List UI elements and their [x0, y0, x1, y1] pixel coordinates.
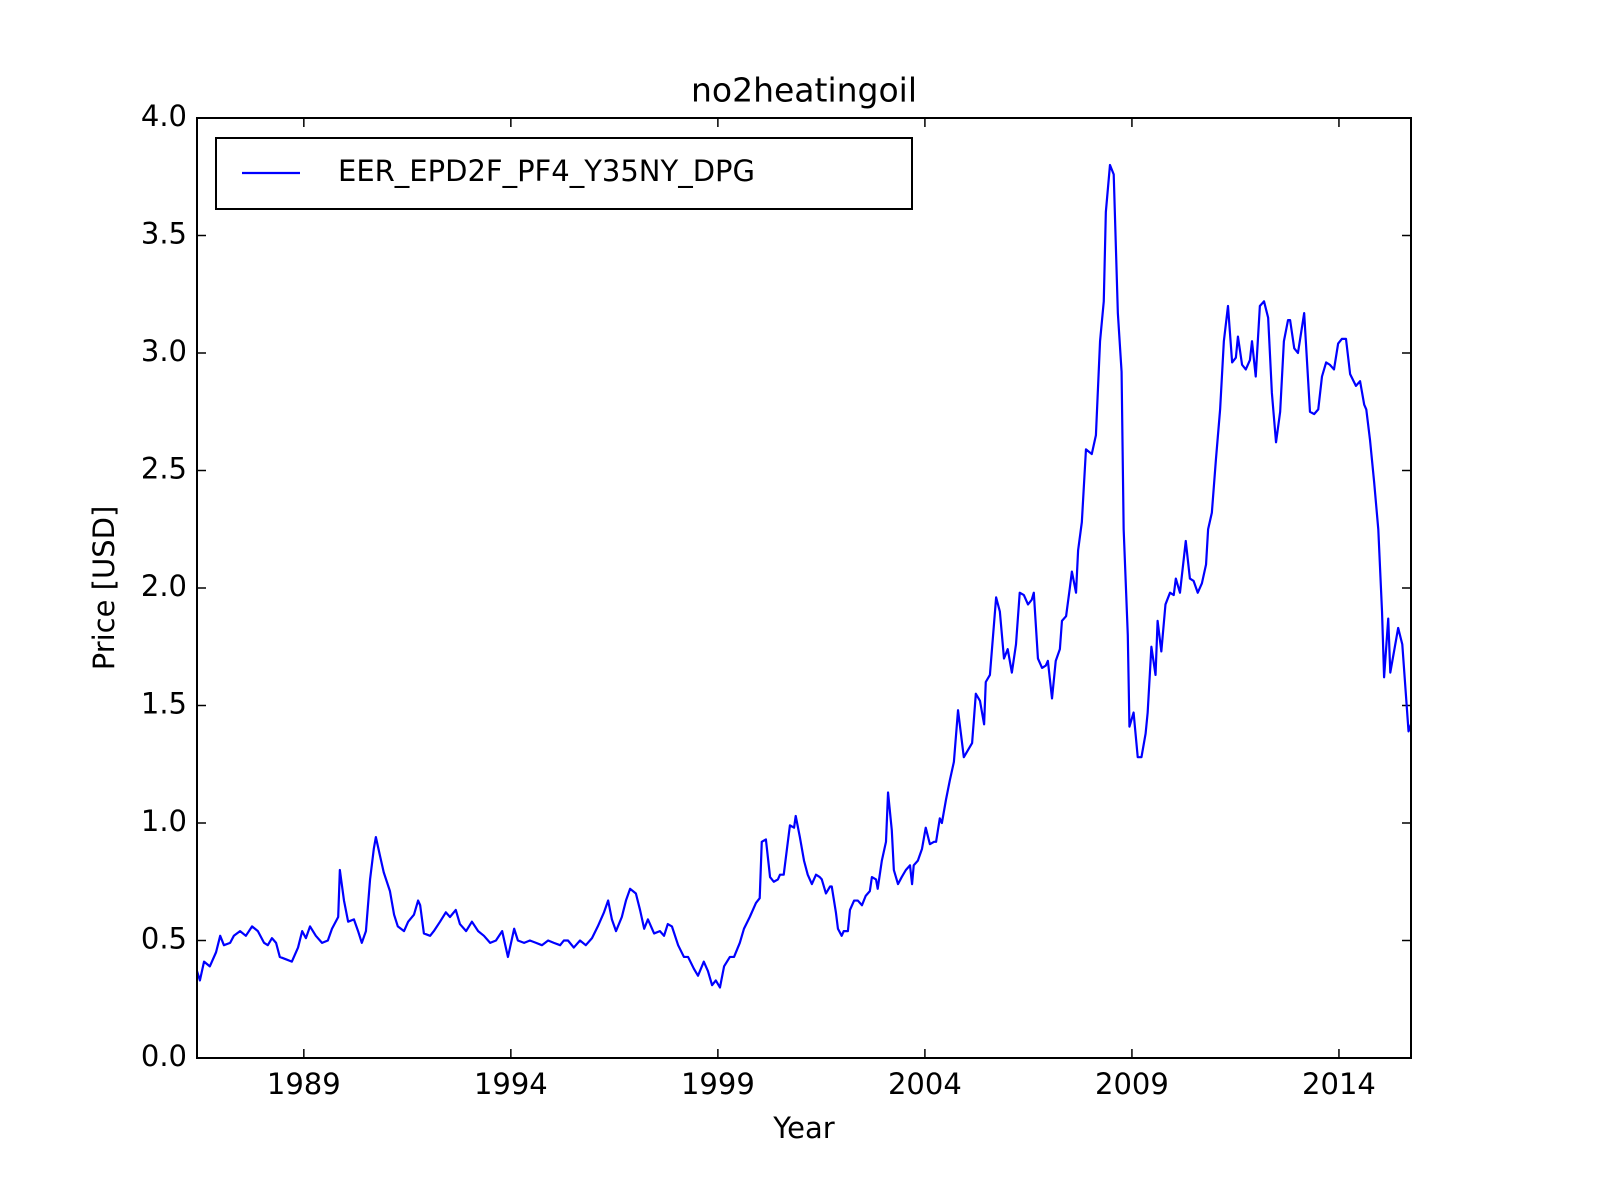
y-tick-label: 0.5 — [141, 922, 187, 956]
y-axis-label: Price [USD] — [87, 506, 121, 671]
y-tick-label: 3.0 — [141, 334, 187, 368]
y-tick-label: 0.0 — [141, 1039, 187, 1073]
legend-box — [215, 137, 913, 210]
legend-label: EER_EPD2F_PF4_Y35NY_DPG — [338, 154, 755, 188]
y-tick-label: 2.0 — [141, 569, 187, 603]
x-axis-label: Year — [772, 1111, 834, 1145]
y-tick-label: 1.0 — [141, 804, 187, 838]
y-tick-label: 4.0 — [141, 99, 187, 133]
data-line — [195, 163, 1413, 989]
x-tick-label: 1999 — [681, 1067, 755, 1101]
x-tick-label: 1989 — [267, 1067, 341, 1101]
x-tick-label: 2004 — [888, 1067, 962, 1101]
plot-frame — [196, 117, 1412, 1059]
x-tick-label: 2014 — [1302, 1067, 1376, 1101]
chart-title: no2heatingoil — [691, 71, 917, 110]
y-tick-label: 1.5 — [141, 687, 187, 721]
x-tick-label: 1994 — [474, 1067, 548, 1101]
x-tick-label: 2009 — [1095, 1067, 1169, 1101]
y-tick-label: 3.5 — [141, 217, 187, 251]
y-tick-label: 2.5 — [141, 452, 187, 486]
